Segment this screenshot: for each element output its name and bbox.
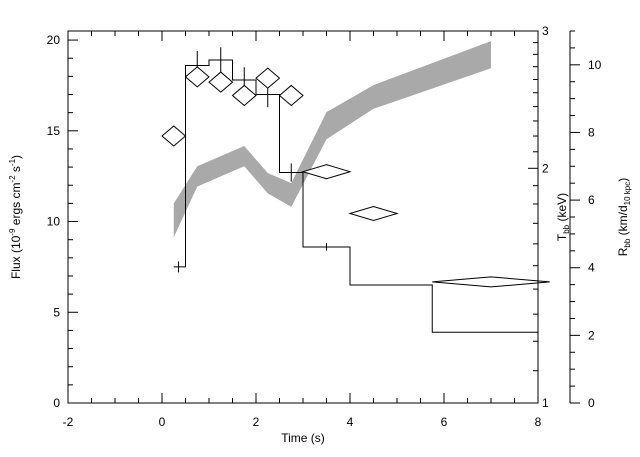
tbb-axis-label: Tbb (keV) [555,193,571,241]
diamond-layer [161,66,550,288]
x-tick-label: 6 [441,415,448,429]
flux-tick-label: 5 [53,305,60,319]
rbb-axis-label: Rbb (km/d10 kpc) [616,178,632,257]
x-tick-label: -2 [63,415,74,429]
rbb-tick-label: 10 [588,58,602,72]
flux-axis-label: Flux (10-9 ergs cm-2 s-1) [8,155,23,279]
tbb-tick-label: 2 [542,161,549,175]
rbb-tick-label: 0 [588,396,595,410]
rbb-tick-label: 6 [588,193,595,207]
flux-tick-label: 0 [53,396,60,410]
rbb-tick-label: 2 [588,328,595,342]
tbb-diamond [432,276,550,288]
tbb-diamond [255,67,281,89]
rbb-tick-label: 8 [588,125,595,139]
rbb-band-layer [173,41,491,238]
rbb-band [173,41,491,238]
x-tick-label: 0 [159,415,166,429]
flux-tick-label: 10 [47,215,61,229]
tbb-diamond [208,71,234,93]
tbb-diamond [278,84,304,107]
tbb-tick-label: 3 [542,24,549,38]
tbb-diamond [231,84,257,107]
flux-tick-label: 20 [47,33,61,47]
tbb-tick-label: 1 [542,396,549,410]
flux-tick-label: 15 [47,124,61,138]
tbb-diamond [348,205,399,222]
x-tick-label: 4 [347,415,354,429]
tbb-diamond [161,125,187,147]
rbb-tick-label: 4 [588,261,595,275]
tbb-diamond [301,164,352,180]
x-tick-label: 8 [535,415,542,429]
x-axis-label: Time (s) [281,431,325,445]
tbb-diamond [184,66,210,88]
x-tick-label: 2 [253,415,260,429]
histogram-layer [173,47,538,333]
